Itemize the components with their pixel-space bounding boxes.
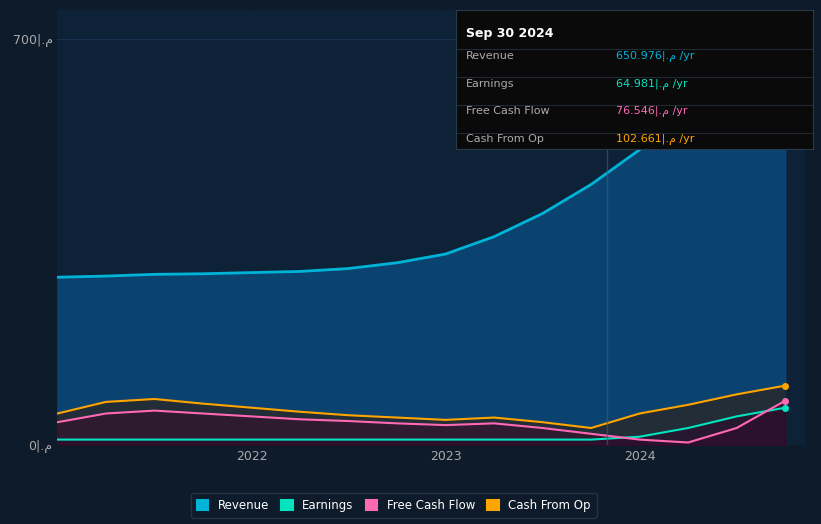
Text: Revenue: Revenue bbox=[466, 51, 515, 61]
Text: Sep 30 2024: Sep 30 2024 bbox=[466, 27, 554, 40]
Text: 76.546|.م /yr: 76.546|.م /yr bbox=[617, 106, 688, 117]
Text: Free Cash Flow: Free Cash Flow bbox=[466, 106, 550, 116]
Legend: Revenue, Earnings, Free Cash Flow, Cash From Op: Revenue, Earnings, Free Cash Flow, Cash … bbox=[190, 493, 597, 518]
Text: Past: Past bbox=[612, 28, 635, 38]
Text: Cash From Op: Cash From Op bbox=[466, 134, 544, 144]
Text: 64.981|.م /yr: 64.981|.م /yr bbox=[617, 79, 688, 90]
Text: 650.976|.م /yr: 650.976|.م /yr bbox=[617, 51, 695, 62]
Text: Earnings: Earnings bbox=[466, 79, 515, 89]
Text: 102.661|.م /yr: 102.661|.م /yr bbox=[617, 134, 695, 145]
